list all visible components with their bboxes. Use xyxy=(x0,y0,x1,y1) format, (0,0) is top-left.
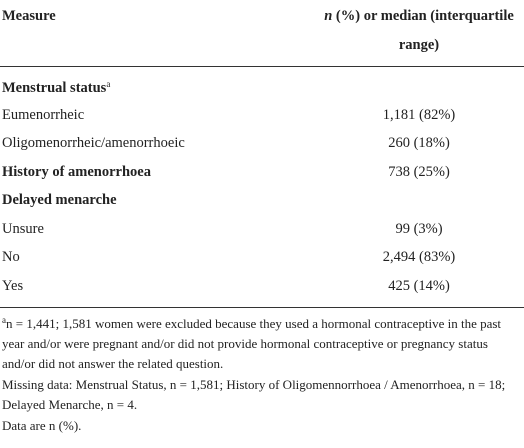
row-label-text: History of amenorrhoea xyxy=(2,163,151,180)
row-label-text: Unsure xyxy=(2,220,44,237)
row-label-text: Oligomenorrheic/amenorrhoeic xyxy=(2,135,185,152)
footnote-text: Missing data: Menstrual Status, n = 1,58… xyxy=(2,376,506,413)
table-header: Measure n (%) or median (interquartile r… xyxy=(0,0,524,67)
row-label: No xyxy=(0,244,312,273)
table-row: History of amenorrhoea 738 (25%) xyxy=(0,158,524,187)
footnote: Missing data: Menstrual Status, n = 1,58… xyxy=(2,375,522,416)
footnote-text: Data are n (%). xyxy=(2,417,82,433)
header-value-text: (%) or median (interquartile range) xyxy=(335,8,514,53)
table-row: Unsure 99 (3%) xyxy=(0,215,524,244)
header-value: n (%) or median (interquartile range) xyxy=(312,0,524,67)
row-value xyxy=(312,67,524,102)
row-label-text: Delayed menarche xyxy=(2,192,117,209)
row-value: 738 (25%) xyxy=(388,163,450,180)
footnote: Data are n (%). xyxy=(2,416,522,436)
row-label: Eumenorrheic xyxy=(0,101,312,130)
table-row: Eumenorrheic 1,181 (82%) xyxy=(0,101,524,130)
row-value: 2,494 (83%) xyxy=(382,249,456,266)
row-label: Menstrual statusa xyxy=(0,67,312,102)
footnote-text: n = 1,441; 1,581 women were excluded bec… xyxy=(2,315,502,372)
row-label-text: Yes xyxy=(2,277,24,294)
row-value: 425 (14%) xyxy=(388,277,450,294)
table-body: Menstrual statusa Eumenorrheic 1,181 (82%)… xyxy=(0,67,524,307)
row-label: Unsure xyxy=(0,215,312,244)
header-measure: Measure xyxy=(2,8,56,24)
table-row: Yes 425 (14%) xyxy=(0,272,524,307)
row-value: 99 (3%) xyxy=(395,220,443,237)
table-row: Menstrual statusa xyxy=(0,67,524,102)
table: Measure n (%) or median (interquartile r… xyxy=(0,0,524,307)
footnote: an = 1,441; 1,581 women were excluded be… xyxy=(2,314,522,375)
row-label-text: Eumenorrheic xyxy=(2,106,85,123)
superscript: a xyxy=(106,78,111,89)
row-label: Delayed menarche xyxy=(0,187,312,216)
row-label: Yes xyxy=(0,272,312,307)
header-italic: n xyxy=(324,8,333,24)
row-value: 260 (18%) xyxy=(388,135,450,152)
table-row: Delayed menarche xyxy=(0,187,524,216)
row-label-text: Menstrual status xyxy=(2,79,107,96)
row-label: History of amenorrhoea xyxy=(0,158,312,187)
header-row: Measure n (%) or median (interquartile r… xyxy=(0,0,524,67)
superscript: a xyxy=(2,314,6,325)
row-label: Oligomenorrheic/amenorrhoeic xyxy=(0,130,312,159)
row-value: 1,181 (82%) xyxy=(382,106,456,123)
row-value xyxy=(312,187,524,216)
table-row: Oligomenorrheic/amenorrhoeic 260 (18%) xyxy=(0,130,524,159)
table-row: No 2,494 (83%) xyxy=(0,244,524,273)
row-label-text: No xyxy=(2,249,20,266)
footnotes: an = 1,441; 1,581 women were excluded be… xyxy=(0,308,524,436)
